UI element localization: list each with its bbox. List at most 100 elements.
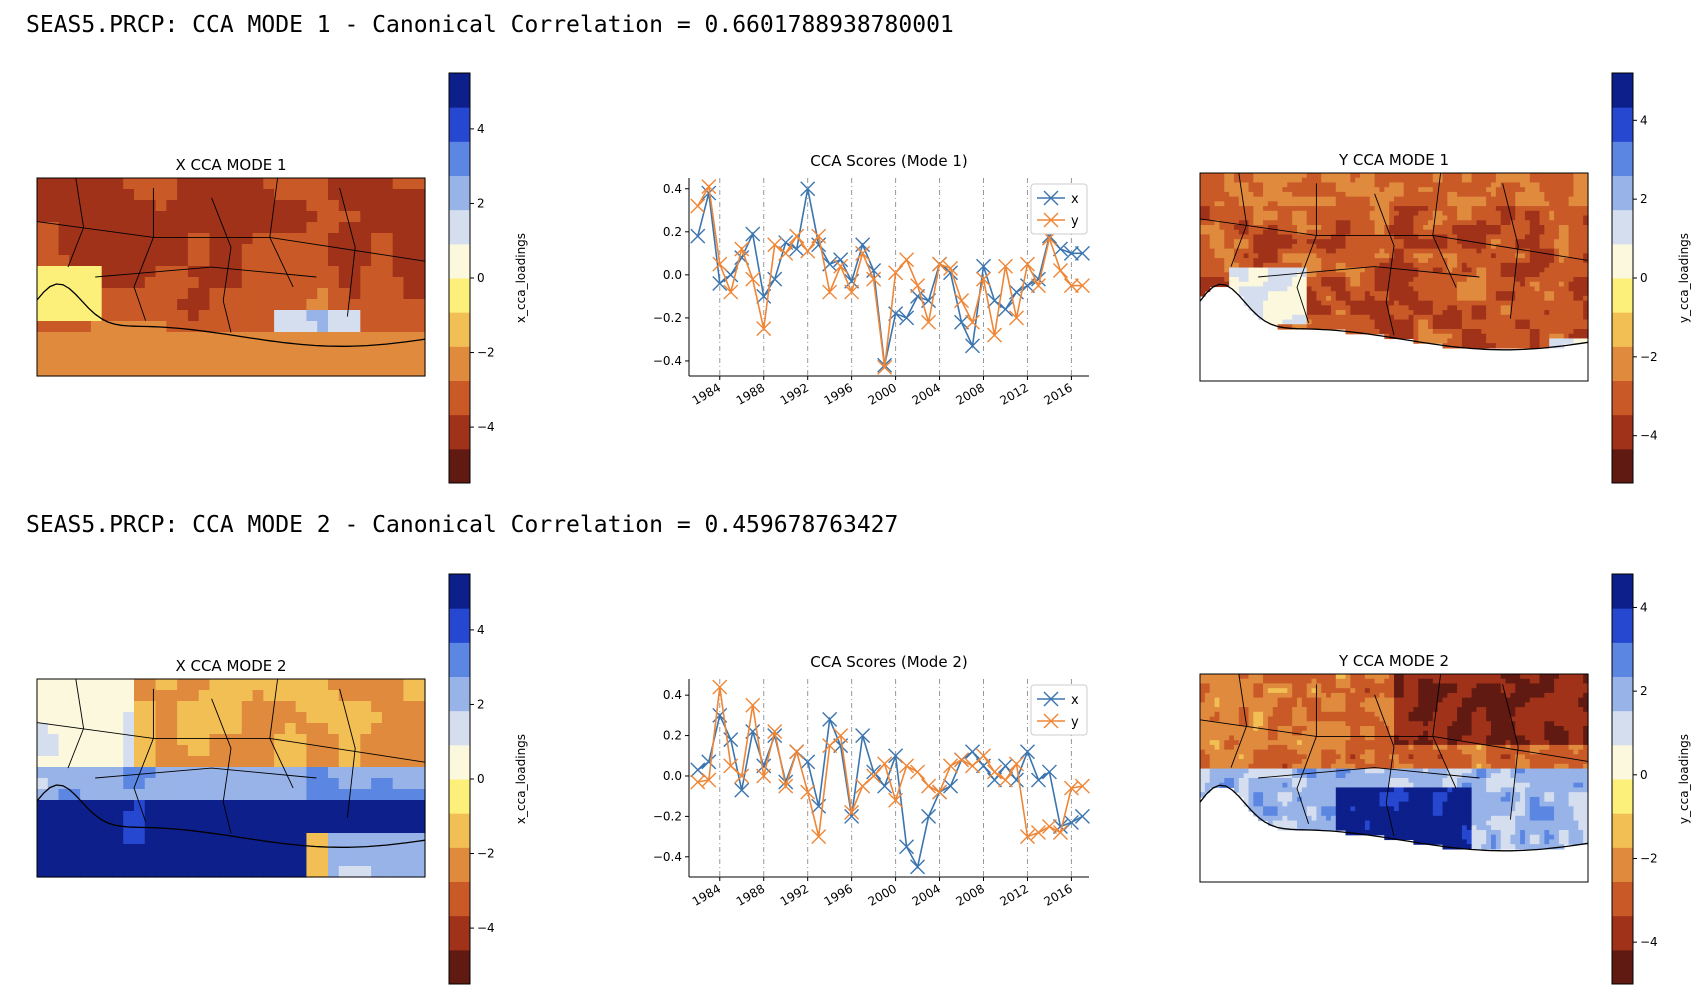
y-cca-mode-1-colorbar-segment [1612,312,1633,347]
cca-scores-mode-2-chart-series-y-point [1041,818,1057,834]
cca-scores-mode-1-chart-xtick-label: 2012 [998,380,1031,407]
cca-scores-mode-1-chart-series-y-point [976,271,992,287]
cca-scores-mode-1-chart-series-y-point [877,359,893,375]
cca-scores-mode-1-chart-series-y-point [712,256,728,272]
cca-scores-mode-2-chart-legend-label: x [1071,693,1079,708]
x-cca-mode-2-colorbar-segment [449,574,470,609]
x-cca-mode-2-colorbar-segment [449,642,470,677]
y-cca-mode-1-colorbar-tick-label: 2 [1640,192,1648,206]
cca-scores-mode-1-chart-ytick-label: 0.4 [663,182,682,196]
x-cca-mode-2-map-border-5 [36,722,426,763]
cca-scores-mode-1-chart-series-y-point [844,284,860,300]
cca-scores-mode-2-chart-ytick-label: 0.2 [663,729,682,743]
y-cca-mode-2-map-border-2 [1374,694,1395,837]
cca-scores-mode-2-chart-series-x-point [943,778,959,794]
cca-scores-mode-2-chart-series-y-point [701,772,717,788]
x-cca-mode-1-colorbar-segment [449,141,470,176]
y-cca-mode-2-colorbar-tick-label: 2 [1640,684,1648,698]
y-cca-mode-2-colorbar-segment [1612,881,1633,917]
cca-scores-mode-1-chart-series-x-point [800,181,816,197]
cca-scores-mode-1-chart-series-y-point [1019,256,1035,272]
cca-scores-mode-1-chart-series-y-point [723,284,739,300]
y-cca-mode-2-colorbar-tick-label: 4 [1640,600,1648,614]
x-cca-mode-2-map-border-1 [133,688,154,822]
cca-scores-mode-2-chart-legend-label: y [1071,715,1079,730]
cca-scores-mode-1-chart-legend-box [1030,183,1088,235]
cca-scores-mode-1-chart-series-y-point [811,228,827,244]
y-cca-mode-1-colorbar-tick-label: 4 [1640,113,1648,127]
cca-scores-mode-1-chart-xtick-label: 1992 [778,380,811,407]
cca-scores-mode-2-chart-ytick-label: 0.0 [663,769,682,783]
cca-scores-mode-1-chart-series-y-point [1063,278,1079,294]
x-cca-mode-2-colorbar-segment [449,915,470,951]
y-cca-mode-1-map-border-4 [1502,183,1519,319]
x-cca-mode-1-map-border-6 [95,266,317,278]
y-cca-mode-2-colorbar-segment [1612,642,1633,677]
cca-scores-mode-1-chart-series-y-point [756,321,772,337]
x-cca-mode-2-colorbar-segment [449,813,470,848]
cca-scores-mode-2-chart-series-x-point [855,728,871,744]
cca-scores-mode-1-chart-xtick-label: 2016 [1041,380,1074,407]
x-cca-mode-2-colorbar-segment [449,710,470,746]
x-cca-mode-2-map-border-4 [339,688,356,818]
cca-scores-mode-1-chart-series-x-point [976,258,992,274]
cca-scores-mode-1-chart-series-x-point [1063,245,1079,261]
cca-scores-mode-1-chart-series-x-point [1030,271,1046,287]
y-cca-mode-1-map-border-1 [1296,183,1317,323]
y-cca-mode-1-colorbar-tick-label: 0 [1640,271,1648,285]
y-cca-mode-1-colorbar: 4 2 0 −2 −4 y_cca_loadings [1611,72,1691,484]
x-cca-mode-1-colorbar: 4 2 0 −2 −4 x_cca_loadings [448,72,528,484]
cca-scores-mode-2-chart-series-y-point [833,728,849,744]
cca-scores-mode-2-chart-xtick-label: 1992 [778,881,811,908]
cca-scores-mode-1-chart-xtick-label: 1984 [690,380,723,407]
cca-scores-mode-1-chart-series-y-line [697,184,1083,368]
x-cca-mode-1-colorbar-segment [449,278,470,313]
cca-scores-mode-2-chart-series-y-point [800,784,816,800]
y-cca-mode-1-map-title: Y CCA MODE 1 [1338,151,1449,169]
cca-scores-mode-2-chart-series-x-point [822,711,838,727]
x-cca-mode-1-colorbar-label: x_cca_loadings [514,233,528,323]
cca-scores-mode-1-chart-series-y-point [701,179,717,195]
x-cca-mode-2-colorbar-segment [449,881,470,917]
cca-scores-mode-2-chart-xtick-label: 2008 [954,881,987,908]
cca-scores-mode-1-chart-ytick-label: 0.2 [663,225,682,239]
cca-scores-mode-2-chart-series-y-point [997,772,1013,788]
cca-scores-mode-1-chart-series-x-point [997,301,1013,317]
x-cca-mode-1-map-coastline [36,283,426,347]
cca-scores-mode-1-chart-legend-marker [1043,212,1059,228]
cca-scores-mode-1-chart-legend-marker [1043,190,1059,206]
x-cca-mode-2-colorbar-label: x_cca_loadings [514,734,528,824]
x-cca-mode-1-map-border-5 [36,221,426,262]
cca-scores-mode-1-chart-series-x-point [943,265,959,281]
cca-scores-mode-2-chart-series-x-point [1052,818,1068,834]
cca-scores-mode-2-chart-series-x-point [910,859,926,875]
y-cca-mode-2-colorbar-segment [1612,574,1633,609]
y-cca-mode-1-colorbar-tick-label: −2 [1640,350,1658,364]
x-cca-mode-2-map: X CCA MODE 2 [36,657,426,878]
cca-scores-mode-2-chart-series-x-point [1074,808,1090,824]
y-cca-mode-2-colorbar-label: y_cca_loadings [1677,734,1691,824]
y-cca-mode-1-colorbar-label: y_cca_loadings [1677,233,1691,323]
y-cca-mode-2-map-coastline [1199,784,1589,852]
cca-scores-mode-2-chart-xtick-label: 2000 [866,881,899,908]
mode-2-title: SEAS5.PRCP: CCA MODE 2 - Canonical Corre… [26,512,899,538]
cca-scores-mode-2-chart-legend-box [1030,684,1088,736]
y-cca-mode-2-map-title: Y CCA MODE 2 [1338,652,1449,670]
cca-scores-mode-1-chart-title: CCA Scores (Mode 1) [810,152,967,170]
cca-scores-mode-1-chart-series-y-point [899,252,915,268]
cca-scores-mode-2-chart-legend-marker [1043,691,1059,707]
cca-scores-mode-2-chart-series-y-point [877,756,893,772]
y-cca-mode-2-map-frame [1199,673,1589,883]
y-cca-mode-1-colorbar-segment [1612,175,1633,211]
y-cca-mode-1-map: Y CCA MODE 1 [1199,151,1589,382]
y-cca-mode-2-map-border-5 [1199,719,1589,762]
y-cca-mode-2-colorbar-frame [1611,573,1634,985]
x-cca-mode-1-colorbar-segment [449,243,470,279]
x-cca-mode-1-map: X CCA MODE 1 [36,156,426,377]
cca-scores-mode-1-chart-series-y-point [745,271,761,287]
x-cca-mode-2-colorbar-tick-label: 4 [477,623,485,637]
cca-scores-mode-1-chart-series-x-point [965,338,981,354]
cca-scores-mode-2-chart-series-y-point [943,758,959,774]
cca-scores-mode-2-chart-series-y-point [899,758,915,774]
